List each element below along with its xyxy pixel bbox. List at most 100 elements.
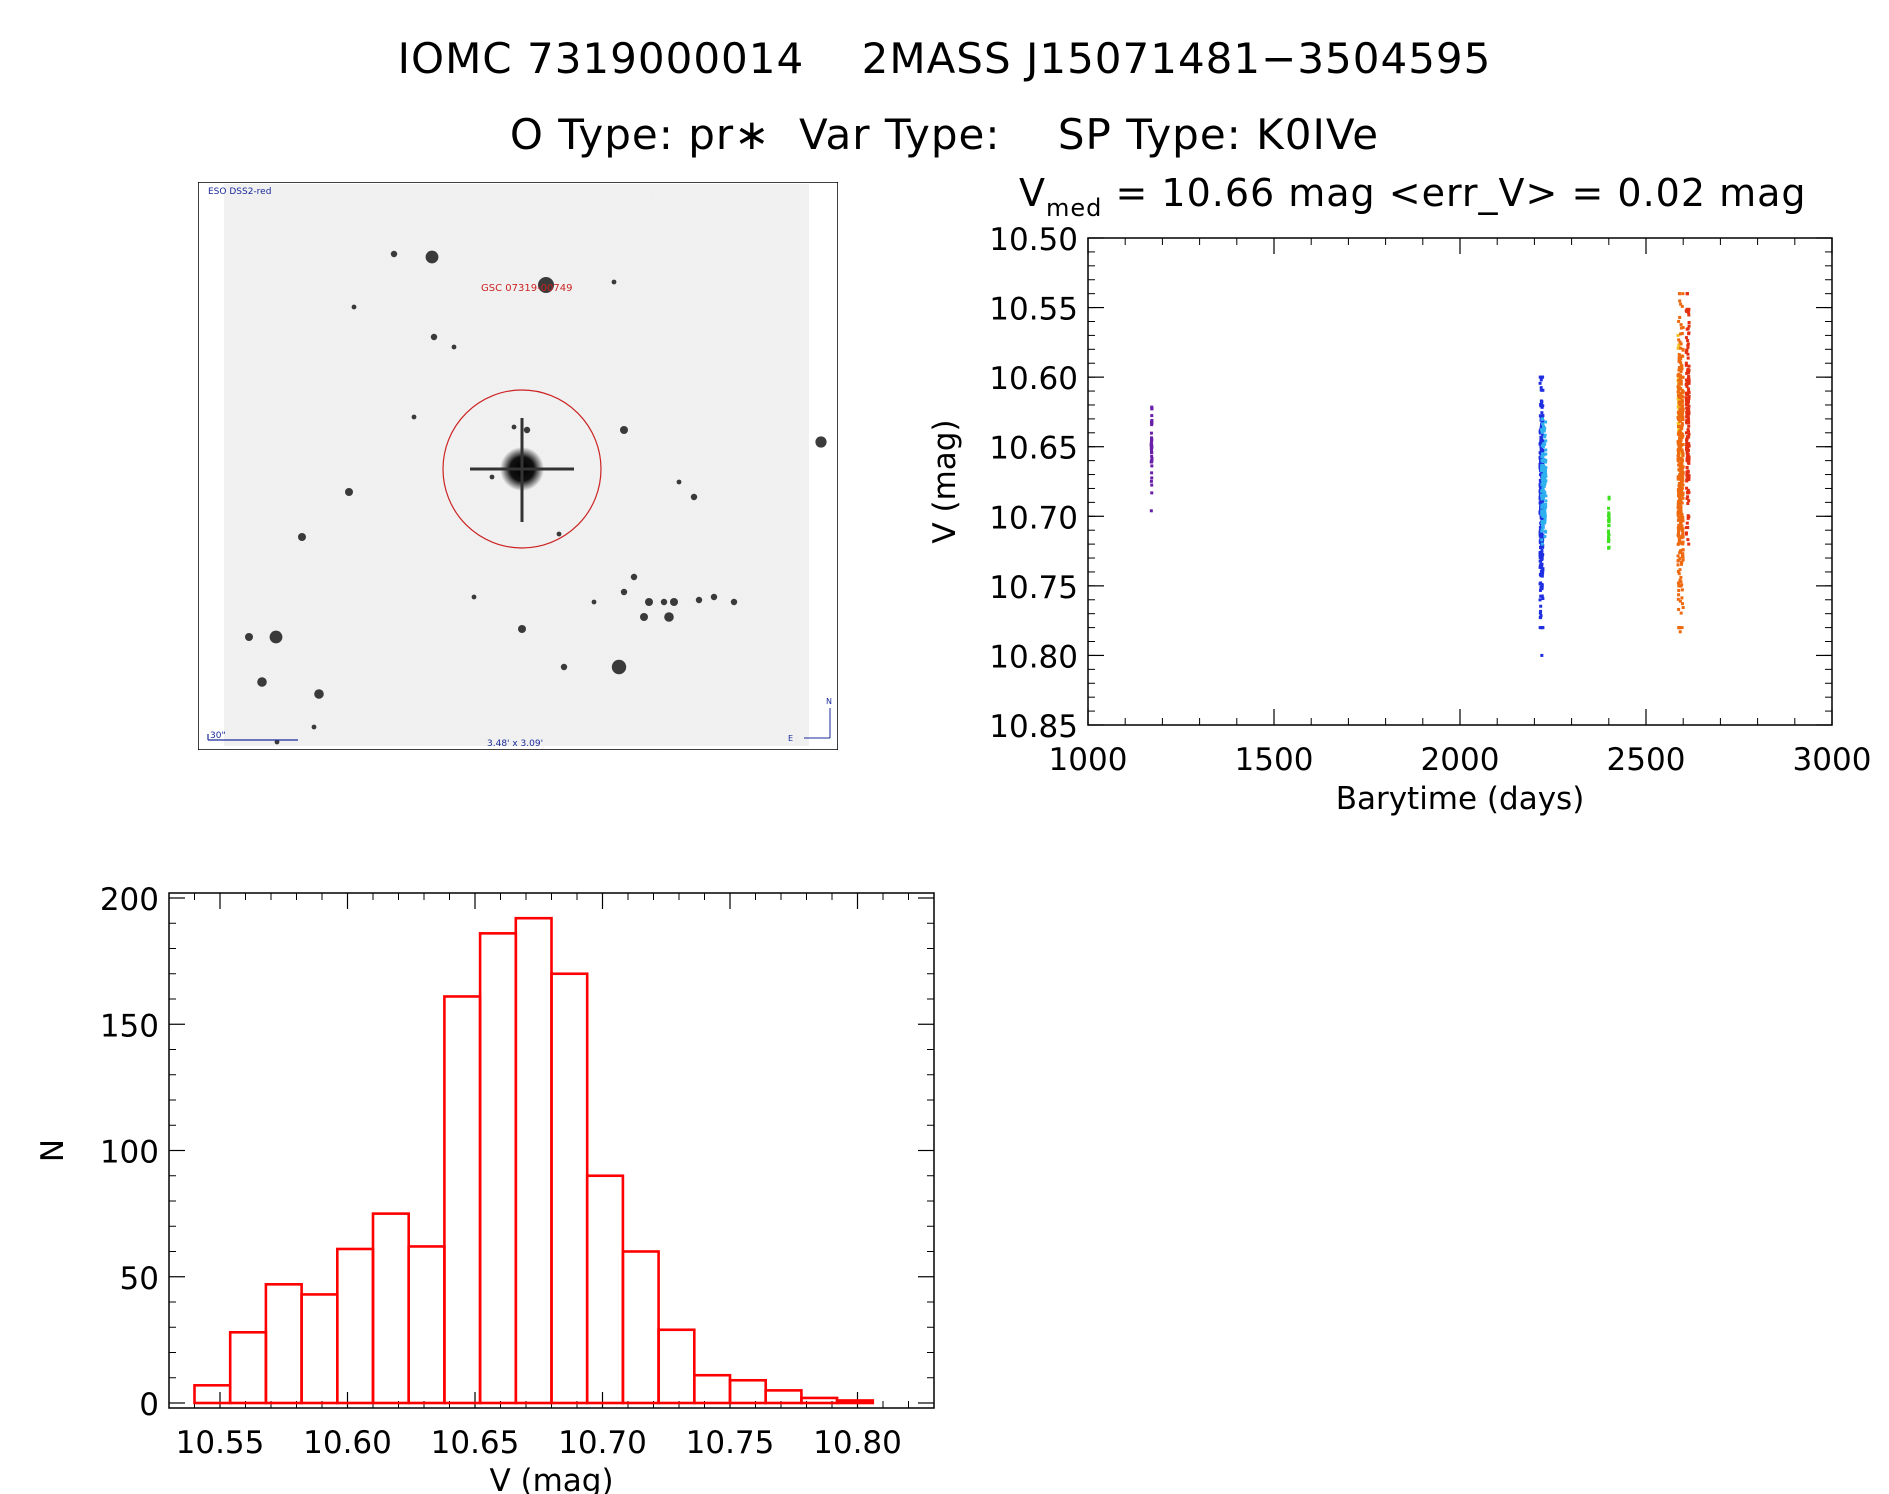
- lc-point: [1606, 540, 1610, 544]
- lc-point: [1541, 543, 1545, 547]
- lc-point: [1540, 429, 1544, 433]
- lc-point: [1676, 424, 1680, 428]
- lc-point: [1540, 499, 1544, 503]
- lc-point: [1686, 343, 1690, 347]
- lc-point: [1541, 525, 1545, 529]
- lc-point: [1679, 580, 1683, 584]
- lc-point: [1679, 515, 1683, 519]
- lc-point: [1540, 508, 1544, 512]
- lc-point: [1150, 421, 1154, 425]
- lc-point: [1540, 521, 1544, 525]
- lc-ytick-label: 10.80: [989, 639, 1078, 675]
- lc-point: [1540, 532, 1544, 536]
- lc-point: [1538, 429, 1542, 433]
- lc-point: [1678, 461, 1682, 465]
- lc-point: [1676, 384, 1680, 388]
- lc-point: [1539, 566, 1543, 570]
- lc-point: [1607, 537, 1611, 541]
- lc-point: [1680, 524, 1684, 528]
- lc-point: [1541, 463, 1545, 467]
- lc-point: [1687, 458, 1691, 462]
- lc-point: [1680, 464, 1684, 468]
- lc-point: [1678, 340, 1682, 344]
- lc-point: [1686, 460, 1690, 464]
- lc-point: [1681, 493, 1685, 497]
- lc-point: [1687, 478, 1691, 482]
- lc-point: [1680, 596, 1684, 600]
- lc-ytick-label: 10.75: [989, 570, 1078, 606]
- lc-point: [1680, 487, 1684, 491]
- lc-point: [1678, 407, 1682, 411]
- lc-point: [1541, 375, 1545, 379]
- lc-xtick-label: 2000: [1421, 742, 1500, 778]
- lc-point: [1679, 512, 1683, 516]
- hist-bar: [585, 1174, 625, 1405]
- lc-xtick-label: 2500: [1607, 742, 1686, 778]
- lc-point: [1543, 470, 1547, 474]
- lc-point: [1687, 320, 1691, 324]
- lc-point: [1676, 494, 1680, 498]
- lc-point: [1677, 409, 1681, 413]
- lc-point: [1677, 396, 1681, 400]
- lc-point: [1540, 562, 1544, 566]
- lc-point: [1544, 474, 1548, 478]
- lc-point: [1681, 552, 1685, 556]
- lc-point: [1677, 292, 1681, 296]
- lc-point: [1676, 405, 1680, 409]
- lc-point: [1685, 382, 1689, 386]
- lc-point: [1681, 418, 1685, 422]
- lc-point: [1681, 555, 1685, 559]
- lc-point: [1685, 327, 1689, 331]
- lc-point: [1677, 501, 1681, 505]
- compass: N E: [788, 697, 832, 743]
- lc-point: [1544, 452, 1548, 456]
- lc-point: [1538, 611, 1542, 615]
- lc-point: [1541, 523, 1545, 527]
- lc-point: [1680, 413, 1684, 417]
- lc-point: [1678, 292, 1682, 296]
- lc-point: [1684, 526, 1688, 530]
- lc-point: [1685, 371, 1689, 375]
- lc-point: [1678, 359, 1682, 363]
- lc-ytick-label: 10.70: [989, 500, 1078, 536]
- lc-point: [1686, 514, 1690, 518]
- lc-point: [1540, 532, 1544, 536]
- lc-point: [1539, 437, 1543, 441]
- lc-point: [1680, 583, 1684, 587]
- lc-point: [1686, 400, 1690, 404]
- lc-point: [1679, 391, 1683, 395]
- lc-point: [1541, 417, 1545, 421]
- lc-point: [1541, 543, 1545, 547]
- lc-point: [1685, 486, 1689, 490]
- lc-point: [1538, 511, 1542, 515]
- lc-point: [1679, 518, 1683, 522]
- lc-point: [1541, 523, 1545, 527]
- lc-point: [1686, 400, 1690, 404]
- lc-point: [1685, 393, 1689, 397]
- lc-point: [1539, 505, 1543, 509]
- lc-point: [1678, 451, 1682, 455]
- lc-point: [1538, 551, 1542, 555]
- target-star: [442, 389, 602, 549]
- lc-point: [1680, 472, 1684, 476]
- lc-point: [1684, 402, 1688, 406]
- lc-point: [1606, 514, 1610, 518]
- lc-point: [1679, 505, 1683, 509]
- object-label: GSC 07319-00749: [481, 283, 573, 294]
- lc-point: [1539, 527, 1543, 531]
- lc-point: [1680, 516, 1684, 520]
- lc-point: [1540, 522, 1544, 526]
- lc-point: [1680, 461, 1684, 465]
- lc-point: [1541, 474, 1545, 478]
- lc-point: [1684, 402, 1688, 406]
- lc-point: [1678, 626, 1682, 630]
- lc-point: [1541, 475, 1545, 479]
- lc-point: [1539, 449, 1543, 453]
- lc-point: [1543, 469, 1547, 473]
- lc-point: [1541, 568, 1545, 572]
- lc-point: [1538, 530, 1542, 534]
- lc-point: [1680, 626, 1684, 630]
- lc-point: [1680, 367, 1684, 371]
- lc-point: [1607, 513, 1611, 517]
- lc-point: [1677, 495, 1681, 499]
